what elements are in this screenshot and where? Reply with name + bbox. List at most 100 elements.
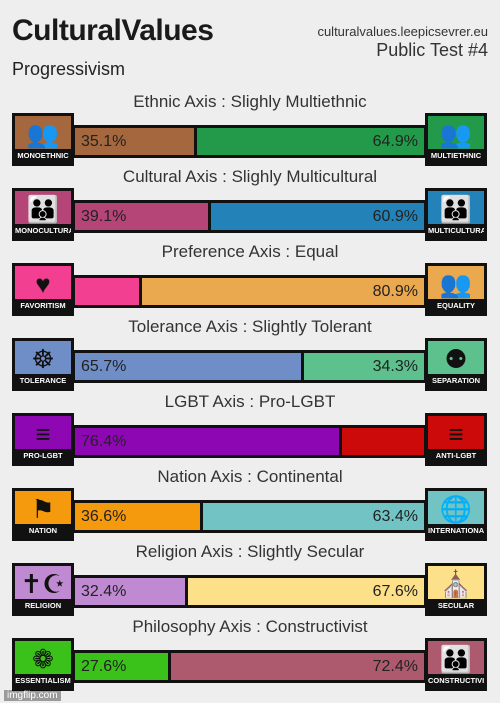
left-segment: 27.6% [75,653,172,680]
left-percentage: 39.1% [81,208,127,225]
left-pole-label: TOLERANCE [15,374,71,388]
right-segment: 80.9% [141,278,424,305]
left-pole-label: ESSENTIALISM [15,674,71,688]
left-percentage: 27.6% [81,658,127,675]
left-segment [75,278,142,305]
right-percentage: 60.9% [372,208,418,225]
left-pole-label: NATION [15,524,71,538]
icon-glyph: 👪 [26,194,60,224]
axis-title: Tolerance Axis : Slightly Tolerant [128,317,372,336]
icon-glyph: ⛪ [439,569,473,599]
left-pole-label: MONOETHNIC [15,149,71,163]
icon-glyph: 👪 [439,194,473,224]
app-title: CulturalValues [12,14,214,47]
flower-icon: ❁ ESSENTIALISM [12,638,74,691]
right-segment: 67.6% [188,578,424,605]
left-percentage: 35.1% [81,133,127,150]
icon-glyph: 👥 [439,119,473,149]
axis-bar: 27.6% 72.4% [72,650,427,683]
axis-title: Nation Axis : Continental [157,467,343,486]
axis-title: Ethnic Axis : Slighly Multiethnic [133,92,367,111]
icon-glyph: ≡ [35,419,51,449]
right-pole-label: INTERNATIONAL [428,524,484,538]
axis-bar: 32.4% 67.6% [72,575,427,608]
flag-icon: ⚑ NATION [12,488,74,541]
left-percentage: 65.7% [81,358,127,375]
right-segment: 64.9% [197,128,424,155]
icon-glyph: 👥 [26,119,60,149]
icon-glyph: ⚉ [444,344,468,374]
icon-glyph: ✝☪ [20,569,66,599]
separated-people-icon: ⚉ SEPARATION [425,338,487,391]
icon-glyph: ♥ [35,269,51,299]
family-icon: 👪CONSTRUCTIVISM [425,638,487,691]
site-link[interactable]: culturalvalues.leepicsevrer.eu [317,24,488,39]
right-percentage: 72.4% [372,658,418,675]
three-people-icon: 👥 EQUALITY [425,263,487,316]
right-segment: 63.4% [202,503,424,530]
buildings-icon: ⛪ SECULAR [425,563,487,616]
left-pole-label: MONOCULTURAL [15,224,71,238]
left-segment: 32.4% [75,578,189,605]
globe-icon: 🌐 INTERNATIONAL [425,488,487,541]
right-percentage: 67.6% [372,583,418,600]
icon-glyph: ⚑ [31,494,55,524]
axis-bar: 39.1% 60.9% [72,200,427,233]
axis-bar: 76.4% [72,425,427,458]
icon-glyph: ❁ [32,644,54,674]
axis-row: Preference Axis : Equal ♥ FAVORITISM 👥 EQUAL… [0,242,500,317]
right-segment: 60.9% [211,203,424,230]
heart-person-icon: ♥ FAVORITISM [12,263,74,316]
icon-glyph: 👥 [439,269,473,299]
right-percentage: 80.9% [372,283,418,300]
crowd-icon: 👥 MONOETHNIC [12,113,74,166]
left-segment: 39.1% [75,203,212,230]
right-pole-label: MULTIETHNIC [428,149,484,163]
group-icon: 👪MULTICULTURAL [425,188,487,241]
left-segment: 65.7% [75,353,305,380]
axis-bar: 80.9% [72,275,427,308]
right-percentage: 63.4% [372,508,418,525]
axis-row: LGBT Axis : Pro-LGBT ≡ PRO-LGBT ≡ ANTI-LGBT 7… [0,392,500,467]
right-pole-label: SEPARATION [428,374,484,388]
right-segment: 34.3% [304,353,424,380]
right-percentage: 64.9% [372,133,418,150]
left-pole-label: RELIGION [15,599,71,613]
left-pole-label: PRO-LGBT [15,449,71,463]
left-segment: 36.6% [75,503,203,530]
icon-glyph: 👪 [439,644,473,674]
left-segment: 35.1% [75,128,198,155]
right-pole-label: CONSTRUCTIVISM [428,674,484,688]
crowd-icon: 👥 MULTIETHNIC [425,113,487,166]
watermark: imgflip.com [4,690,61,701]
right-segment [341,428,424,455]
axis-bar: 65.7% 34.3% [72,350,427,383]
axis-title: Cultural Axis : Slighly Multicultural [122,167,378,186]
test-version: Public Test #4 [376,40,488,60]
left-pole-label: FAVORITISM [15,299,71,313]
axis-row: Nation Axis : Continental ⚑ NATION 🌐 INTERNA… [0,467,500,542]
left-percentage: 76.4% [81,433,127,450]
right-segment: 72.4% [171,653,424,680]
icon-glyph: ≡ [448,419,464,449]
axis-row: Ethnic Axis : Slighly Multiethnic 👥 MONOET… [0,92,500,167]
crossed-flag-icon: ≡ ANTI-LGBT [425,413,487,466]
left-percentage: 36.6% [81,508,127,525]
religious-symbols-icon: ✝☪ RELIGION [12,563,74,616]
right-pole-label: ANTI-LGBT [428,449,484,463]
right-pole-label: MULTICULTURAL [428,224,484,238]
group-icon: 👪MONOCULTURAL [12,188,74,241]
pride-flag-icon: ≡ PRO-LGBT [12,413,74,466]
left-segment: 76.4% [75,428,342,455]
axis-row: Religion Axis : Slightly Secular ✝☪ RELIGI… [0,542,500,617]
icon-glyph: 🌐 [439,494,473,524]
left-percentage: 32.4% [81,583,127,600]
right-pole-label: SECULAR [428,599,484,613]
axis-title: LGBT Axis : Pro-LGBT [164,392,336,411]
axis-row: Philosophy Axis : Constructivist ❁ ESSENTI… [0,617,500,692]
icon-glyph: ☸ [31,344,55,374]
axis-row: Tolerance Axis : Slightly Tolerant ☸ TOLER… [0,317,500,392]
axis-bar: 36.6% 63.4% [72,500,427,533]
axis-title: Philosophy Axis : Constructivist [132,617,368,636]
right-pole-label: EQUALITY [428,299,484,313]
